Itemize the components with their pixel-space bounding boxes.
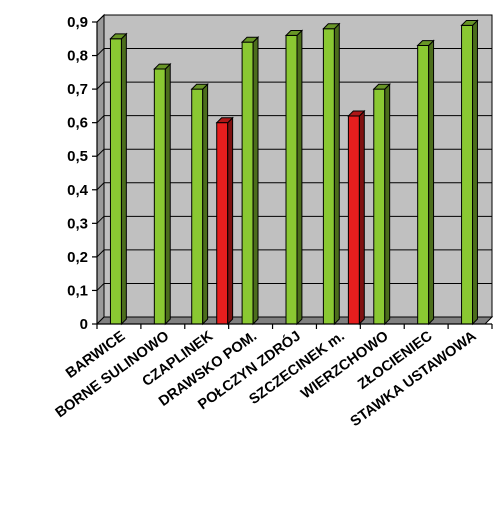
bar-top (153, 63, 172, 70)
bar-front (216, 122, 229, 325)
bar-front (191, 88, 204, 325)
bar-top (240, 36, 260, 43)
bar-side (120, 32, 127, 326)
bar-front (347, 115, 360, 325)
bar-front (417, 44, 430, 325)
bar-top (190, 83, 209, 90)
bar-series-1 (240, 36, 260, 326)
y-tick-labels: 0 0,1 0,2 0,3 0,4 0,5 0,6 0,7 0,8 0,9 (67, 14, 89, 333)
bar-top (347, 110, 366, 117)
y-tick-label: 0,8 (67, 48, 88, 65)
bar-front (373, 88, 386, 325)
bar-front (322, 28, 335, 325)
bar-series-1 (416, 39, 435, 326)
bar-side (384, 83, 391, 326)
y-tick-label: 0,1 (67, 282, 88, 299)
bar-side (252, 36, 259, 326)
bar-top (460, 19, 479, 26)
y-tick-label: 0,4 (67, 182, 89, 199)
bar-side (227, 116, 234, 326)
bar-series-1 (284, 29, 304, 326)
bar-front (109, 38, 122, 325)
bar-front (461, 24, 474, 325)
bar-top (284, 30, 304, 36)
y-tick-label: 0,9 (67, 14, 88, 31)
y-tick-label: 0,7 (67, 81, 88, 98)
bar-side (472, 19, 478, 326)
bar-side (296, 29, 303, 326)
y-tick-label: 0,3 (67, 215, 88, 232)
axes (92, 21, 493, 329)
bar-top (322, 23, 341, 30)
bars (109, 19, 479, 326)
bar-series-2 (215, 116, 234, 326)
y-tick-label: 0,5 (67, 148, 88, 165)
bar-series-1 (190, 83, 209, 326)
y-tick-label: 0,6 (67, 115, 88, 132)
gridline (96, 48, 492, 56)
bar-front (153, 68, 166, 325)
y-tick-label: 0,2 (67, 249, 88, 266)
bar-side (358, 109, 365, 326)
bar-side (428, 39, 435, 326)
bar-side (333, 22, 340, 326)
bar-series-1 (109, 32, 128, 326)
bar-front (285, 34, 298, 325)
gridline (96, 14, 492, 23)
bar-series-1 (153, 62, 172, 326)
bar-series-1 (322, 22, 341, 326)
gridline (96, 81, 492, 90)
bar-series-2 (347, 109, 366, 326)
bar-side (202, 83, 209, 326)
bar-series-1 (460, 19, 479, 326)
bar-top (372, 83, 391, 90)
bar-side (164, 62, 171, 326)
bar-top (109, 33, 128, 40)
bar-top (215, 117, 234, 124)
bar-top (416, 40, 435, 46)
y-tick-label: 0 (80, 316, 88, 333)
bar-series-1 (372, 83, 391, 326)
plot-side-wall (96, 13, 105, 326)
bar-front (241, 41, 254, 325)
